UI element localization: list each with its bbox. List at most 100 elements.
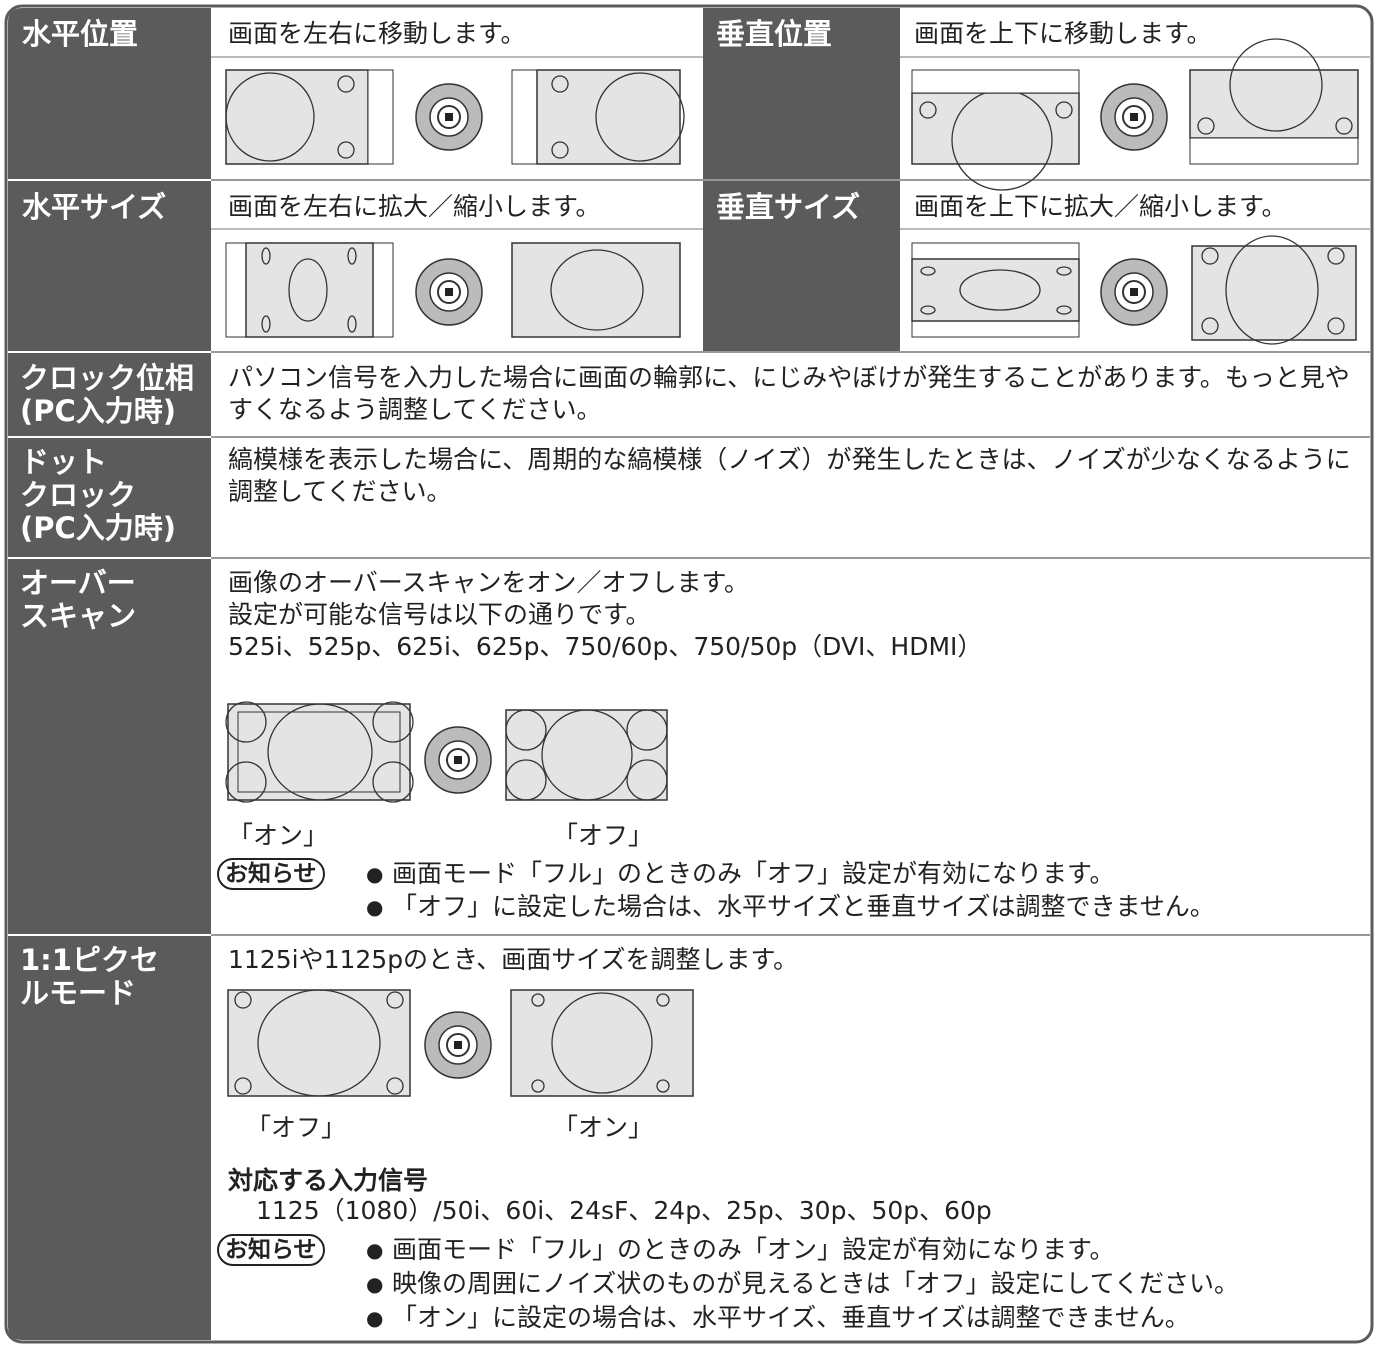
circle	[267, 703, 373, 801]
margin	[367, 69, 394, 165]
signals: 1125（1080）/50i、60i、24sF、24p、25p、30p、50p、…	[256, 1196, 992, 1225]
lab: ルモード	[20, 976, 137, 1010]
desc: 画面を左右に移動します。	[228, 19, 526, 48]
circle	[656, 1079, 670, 1093]
lab: 垂直サイズ	[716, 190, 861, 224]
sub: 対応する入力信号	[228, 1166, 429, 1195]
circle	[531, 993, 545, 1007]
circle	[1201, 317, 1219, 335]
screen	[225, 69, 369, 165]
circle	[595, 72, 685, 162]
circle	[551, 992, 653, 1094]
screen	[245, 242, 374, 338]
circle	[347, 315, 357, 333]
circle	[656, 993, 670, 1007]
screen	[227, 703, 411, 801]
circle	[234, 991, 252, 1009]
circle	[1056, 266, 1072, 276]
circle	[550, 249, 644, 331]
circle	[626, 759, 668, 801]
screen	[510, 989, 694, 1097]
screen	[227, 989, 411, 1097]
circle	[1229, 38, 1323, 132]
bul: 「オン」に設定の場合は、水平サイズ、垂直サイズは調整できません。	[366, 1302, 1190, 1334]
desc: 画面を上下に移動します。	[914, 19, 1212, 48]
lab: 水平位置	[22, 17, 139, 51]
margin	[1189, 137, 1359, 165]
lab: クロック位相	[20, 361, 195, 395]
desc: 画面を上下に拡大／縮小します。	[914, 192, 1287, 221]
lab: ドット	[20, 445, 108, 479]
lab: クロック	[20, 478, 137, 512]
margin	[511, 69, 538, 165]
lab: 1:1ピクセ	[20, 943, 159, 977]
lab: (PC入力時)	[20, 394, 177, 428]
screen	[911, 258, 1080, 322]
circle	[372, 761, 414, 803]
circle	[225, 72, 315, 162]
circle	[1327, 317, 1345, 335]
circle	[257, 989, 381, 1097]
circle	[225, 701, 267, 743]
circle	[920, 266, 936, 276]
desc: 1125iや1125pのとき、画面サイズを調整します。	[228, 945, 799, 974]
screen	[511, 242, 681, 338]
lab: 水平サイズ	[22, 190, 167, 224]
circle	[261, 247, 271, 265]
circle	[1197, 117, 1215, 135]
badge: お知らせ	[217, 858, 325, 890]
caption: 「オフ」	[246, 1113, 347, 1142]
circle	[551, 75, 569, 93]
circle	[505, 759, 547, 801]
circle	[347, 247, 357, 265]
circle	[386, 1077, 404, 1095]
pad	[445, 113, 453, 121]
circle	[920, 305, 936, 315]
desc: 525i、525p、625i、625p、750/60p、750/50p（DVI、…	[228, 632, 983, 661]
circle	[919, 101, 937, 119]
circle	[1201, 247, 1219, 265]
bul: 「オフ」に設定した場合は、水平サイズと垂直サイズは調整できません。	[366, 891, 1215, 923]
circle	[1055, 101, 1073, 119]
label-column	[8, 8, 211, 1340]
pad	[454, 1041, 462, 1049]
circle	[541, 709, 633, 801]
lab: (PC入力時)	[20, 511, 177, 545]
circle	[1335, 117, 1353, 135]
caption: 「オン」	[553, 1113, 654, 1142]
bul: 画面モード「フル」のときのみ「オン」設定が有効になります。	[366, 1234, 1114, 1266]
circle	[372, 701, 414, 743]
circle	[386, 991, 404, 1009]
circle	[505, 709, 547, 751]
circle	[337, 141, 355, 159]
pad	[454, 756, 462, 764]
screen	[505, 709, 668, 801]
circle	[531, 1079, 545, 1093]
desc: パソコン信号を入力した場合に画面の輪郭に、にじみやぼけが発生することがあります。…	[228, 363, 1350, 424]
caption: 「オン」	[228, 821, 329, 850]
screen	[911, 92, 1080, 165]
margin	[911, 69, 1080, 94]
circle	[288, 258, 328, 322]
guide	[237, 711, 401, 793]
lab: 垂直位置	[716, 17, 833, 51]
screen	[536, 69, 681, 165]
circle	[261, 315, 271, 333]
circle	[626, 709, 668, 751]
caption: 「オフ」	[553, 821, 654, 850]
circle	[337, 75, 355, 93]
desc: 縞模様を表示した場合に、周期的な縞模様（ノイズ）が発生したときは、ノイズが少なく…	[228, 445, 1351, 506]
pad	[1130, 288, 1138, 296]
desc: 画面を左右に拡大／縮小します。	[228, 192, 601, 221]
bul: 画面モード「フル」のときのみ「オフ」設定が有効になります。	[366, 858, 1114, 890]
badge: お知らせ	[217, 1234, 325, 1266]
pad	[445, 288, 453, 296]
circle	[1327, 247, 1345, 265]
lab: スキャン	[20, 599, 137, 633]
circle	[1056, 305, 1072, 315]
desc: 画像のオーバースキャンをオン／オフします。	[228, 568, 750, 597]
pad	[1130, 113, 1138, 121]
circle	[1225, 235, 1319, 345]
